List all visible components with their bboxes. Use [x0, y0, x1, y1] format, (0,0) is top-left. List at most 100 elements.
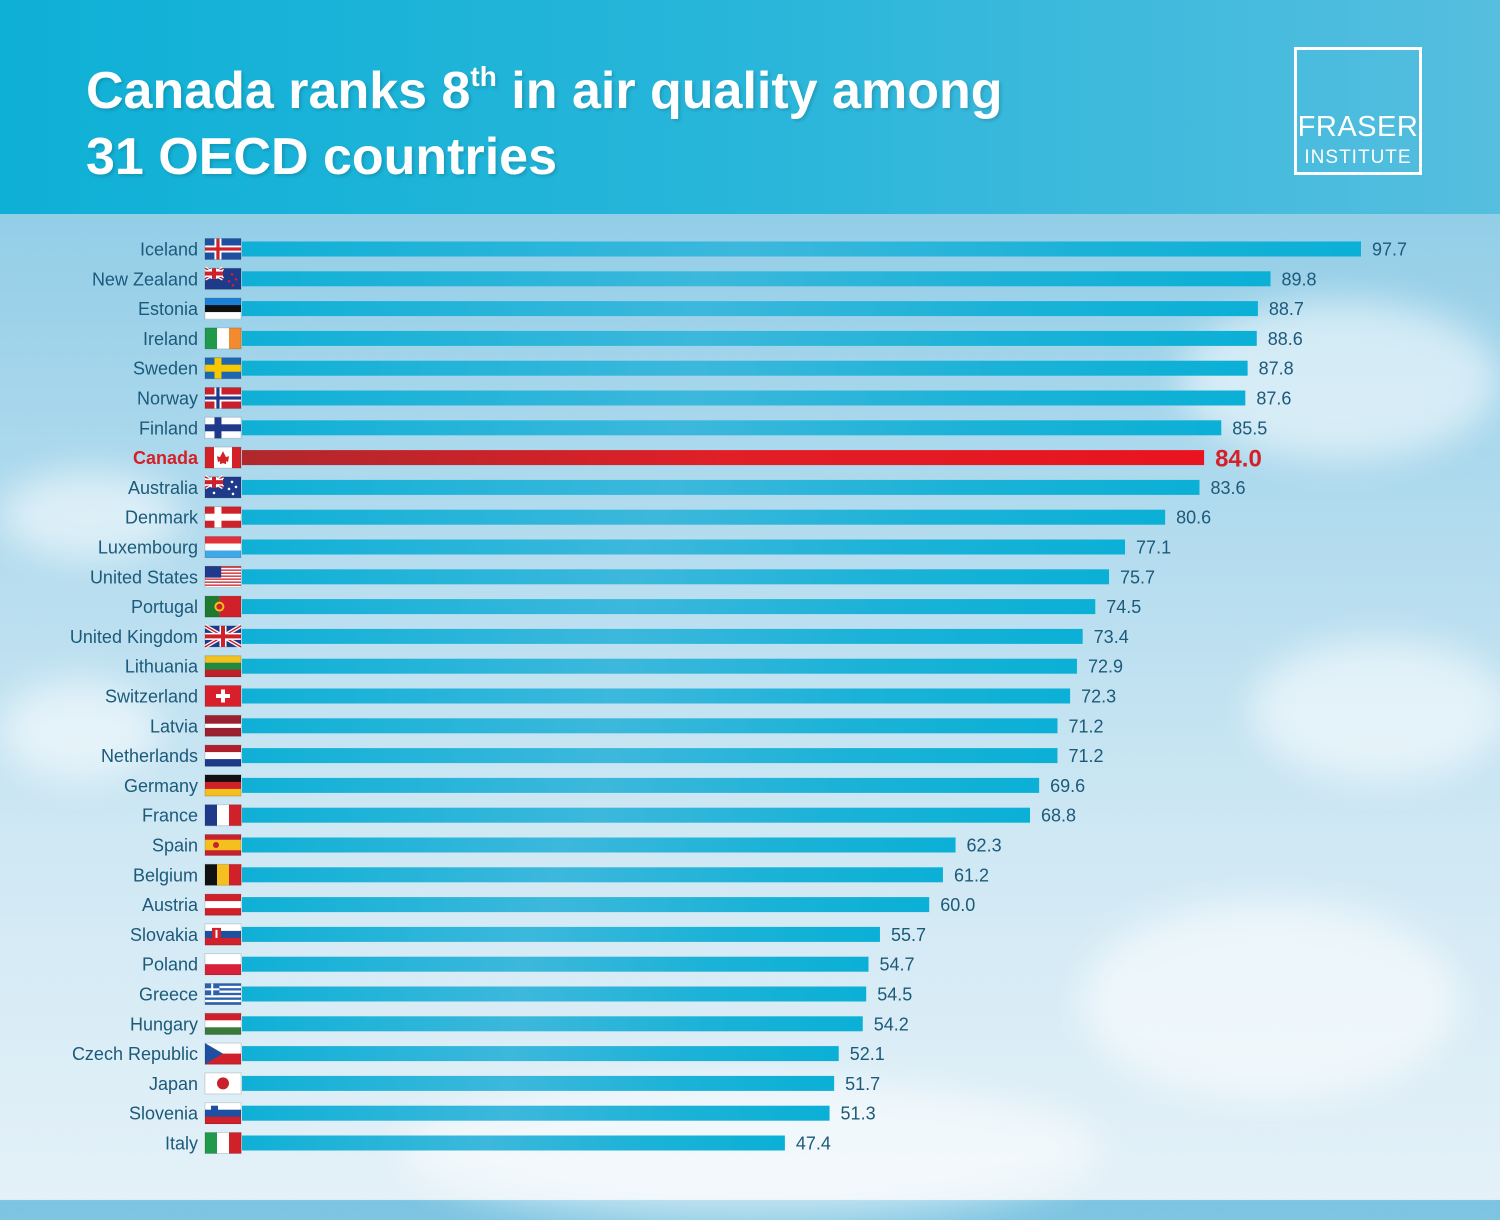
flag-part	[204, 834, 242, 856]
chart-row: Hungary 54.2	[130, 1012, 909, 1035]
flag-part	[234, 485, 238, 489]
flag-part	[205, 655, 241, 663]
logo-line2: INSTITUTE	[1304, 147, 1412, 168]
flag-part	[205, 908, 241, 916]
logo-line1: FRASER	[1297, 111, 1419, 143]
flag-part	[231, 284, 235, 287]
flag-part	[205, 570, 241, 573]
category-label: Lithuania	[125, 657, 199, 677]
fraser-institute-logo: FRASER INSTITUTE	[1294, 47, 1422, 175]
bar	[242, 241, 1361, 257]
bar	[242, 360, 1248, 376]
flag-part	[204, 983, 242, 1005]
value-label: 71.2	[1068, 716, 1103, 736]
category-label: Portugal	[131, 597, 198, 617]
category-label: Netherlands	[101, 746, 198, 766]
flag-part	[205, 305, 241, 313]
flag-part	[204, 685, 242, 707]
flag-part	[205, 1020, 241, 1028]
value-label: 75.7	[1120, 567, 1155, 587]
chart-row: Norway 87.6	[137, 387, 1291, 409]
flag-part	[205, 1102, 241, 1110]
flag-part	[227, 280, 231, 283]
chart-row: Germany 69.6	[124, 774, 1085, 797]
flag-part	[205, 1027, 241, 1035]
flag-part	[205, 585, 241, 588]
category-label: New Zealand	[92, 269, 198, 289]
bar	[242, 569, 1110, 585]
category-label: Norway	[137, 389, 198, 409]
flag-part	[205, 582, 241, 585]
chart-row: France 68.8	[142, 804, 1076, 827]
flag-part	[205, 1116, 241, 1124]
flag-part	[204, 416, 242, 439]
flag-part	[230, 480, 234, 484]
united-states-flag-icon	[204, 565, 242, 588]
flag-part	[204, 327, 242, 350]
flag-part	[205, 894, 241, 902]
bar	[242, 301, 1258, 317]
value-label: 54.7	[880, 955, 915, 975]
bar	[242, 718, 1058, 734]
flag-part	[205, 985, 241, 989]
flag-part	[205, 995, 241, 998]
bar	[242, 748, 1058, 764]
header-banner: Canada ranks 8th in air quality among 31…	[0, 0, 1500, 214]
flag-part	[217, 804, 230, 826]
italy-flag-icon	[204, 1132, 242, 1154]
bar	[242, 1105, 830, 1121]
flag-part	[204, 1072, 242, 1095]
flag-part	[212, 491, 216, 495]
flag-part	[204, 506, 242, 529]
background-cloud	[1250, 640, 1500, 780]
flag-part	[205, 937, 241, 946]
category-label: Poland	[142, 955, 198, 975]
flag-part	[219, 596, 241, 618]
flag-part	[204, 714, 242, 737]
value-label: 54.5	[877, 985, 912, 1005]
value-label: 85.5	[1232, 418, 1267, 438]
category-label: Germany	[124, 776, 198, 796]
value-label: 51.3	[841, 1104, 876, 1124]
canada-flag-icon	[204, 446, 242, 469]
chart-row: Switzerland 72.3	[105, 685, 1116, 707]
flag-part	[205, 536, 241, 544]
chart-row: Estonia 88.7	[138, 297, 1304, 320]
chart-row: Iceland 97.7	[140, 238, 1407, 260]
flag-part	[205, 396, 241, 400]
chart-row: Canada 84.0	[133, 446, 1262, 473]
flag-part	[213, 842, 219, 848]
hungary-flag-icon	[204, 1012, 242, 1035]
flag-part	[205, 573, 241, 576]
bar	[242, 926, 880, 942]
category-label: Latvia	[150, 716, 199, 736]
category-label: Iceland	[140, 240, 198, 260]
flag-part	[205, 567, 241, 570]
flag-part	[205, 990, 241, 994]
spain-flag-icon	[204, 834, 242, 856]
category-label: Greece	[139, 985, 198, 1005]
value-label: 89.8	[1282, 269, 1317, 289]
category-label: Belgium	[133, 865, 198, 885]
chart-row: Slovenia 51.3	[129, 1102, 876, 1125]
flag-part	[205, 1132, 218, 1154]
estonia-flag-icon	[204, 297, 242, 320]
flag-part	[205, 579, 241, 582]
flag-part	[205, 1043, 223, 1065]
category-label: Austria	[142, 895, 199, 915]
chart-row: Finland 85.5	[139, 416, 1267, 439]
flag-part	[216, 603, 223, 610]
bar	[242, 271, 1271, 287]
title-line1-pre: Canada ranks 8	[86, 62, 471, 120]
value-label: 68.8	[1041, 806, 1076, 826]
flag-part	[204, 655, 242, 678]
germany-flag-icon	[204, 774, 242, 797]
flag-part	[204, 744, 242, 767]
flag-part	[204, 297, 242, 320]
bar	[242, 837, 956, 853]
flag-part	[229, 1132, 242, 1154]
chart-row: Italy 47.4	[165, 1132, 831, 1154]
category-label: Sweden	[133, 359, 198, 379]
category-label: Ireland	[143, 329, 198, 349]
value-label: 52.1	[850, 1044, 885, 1064]
